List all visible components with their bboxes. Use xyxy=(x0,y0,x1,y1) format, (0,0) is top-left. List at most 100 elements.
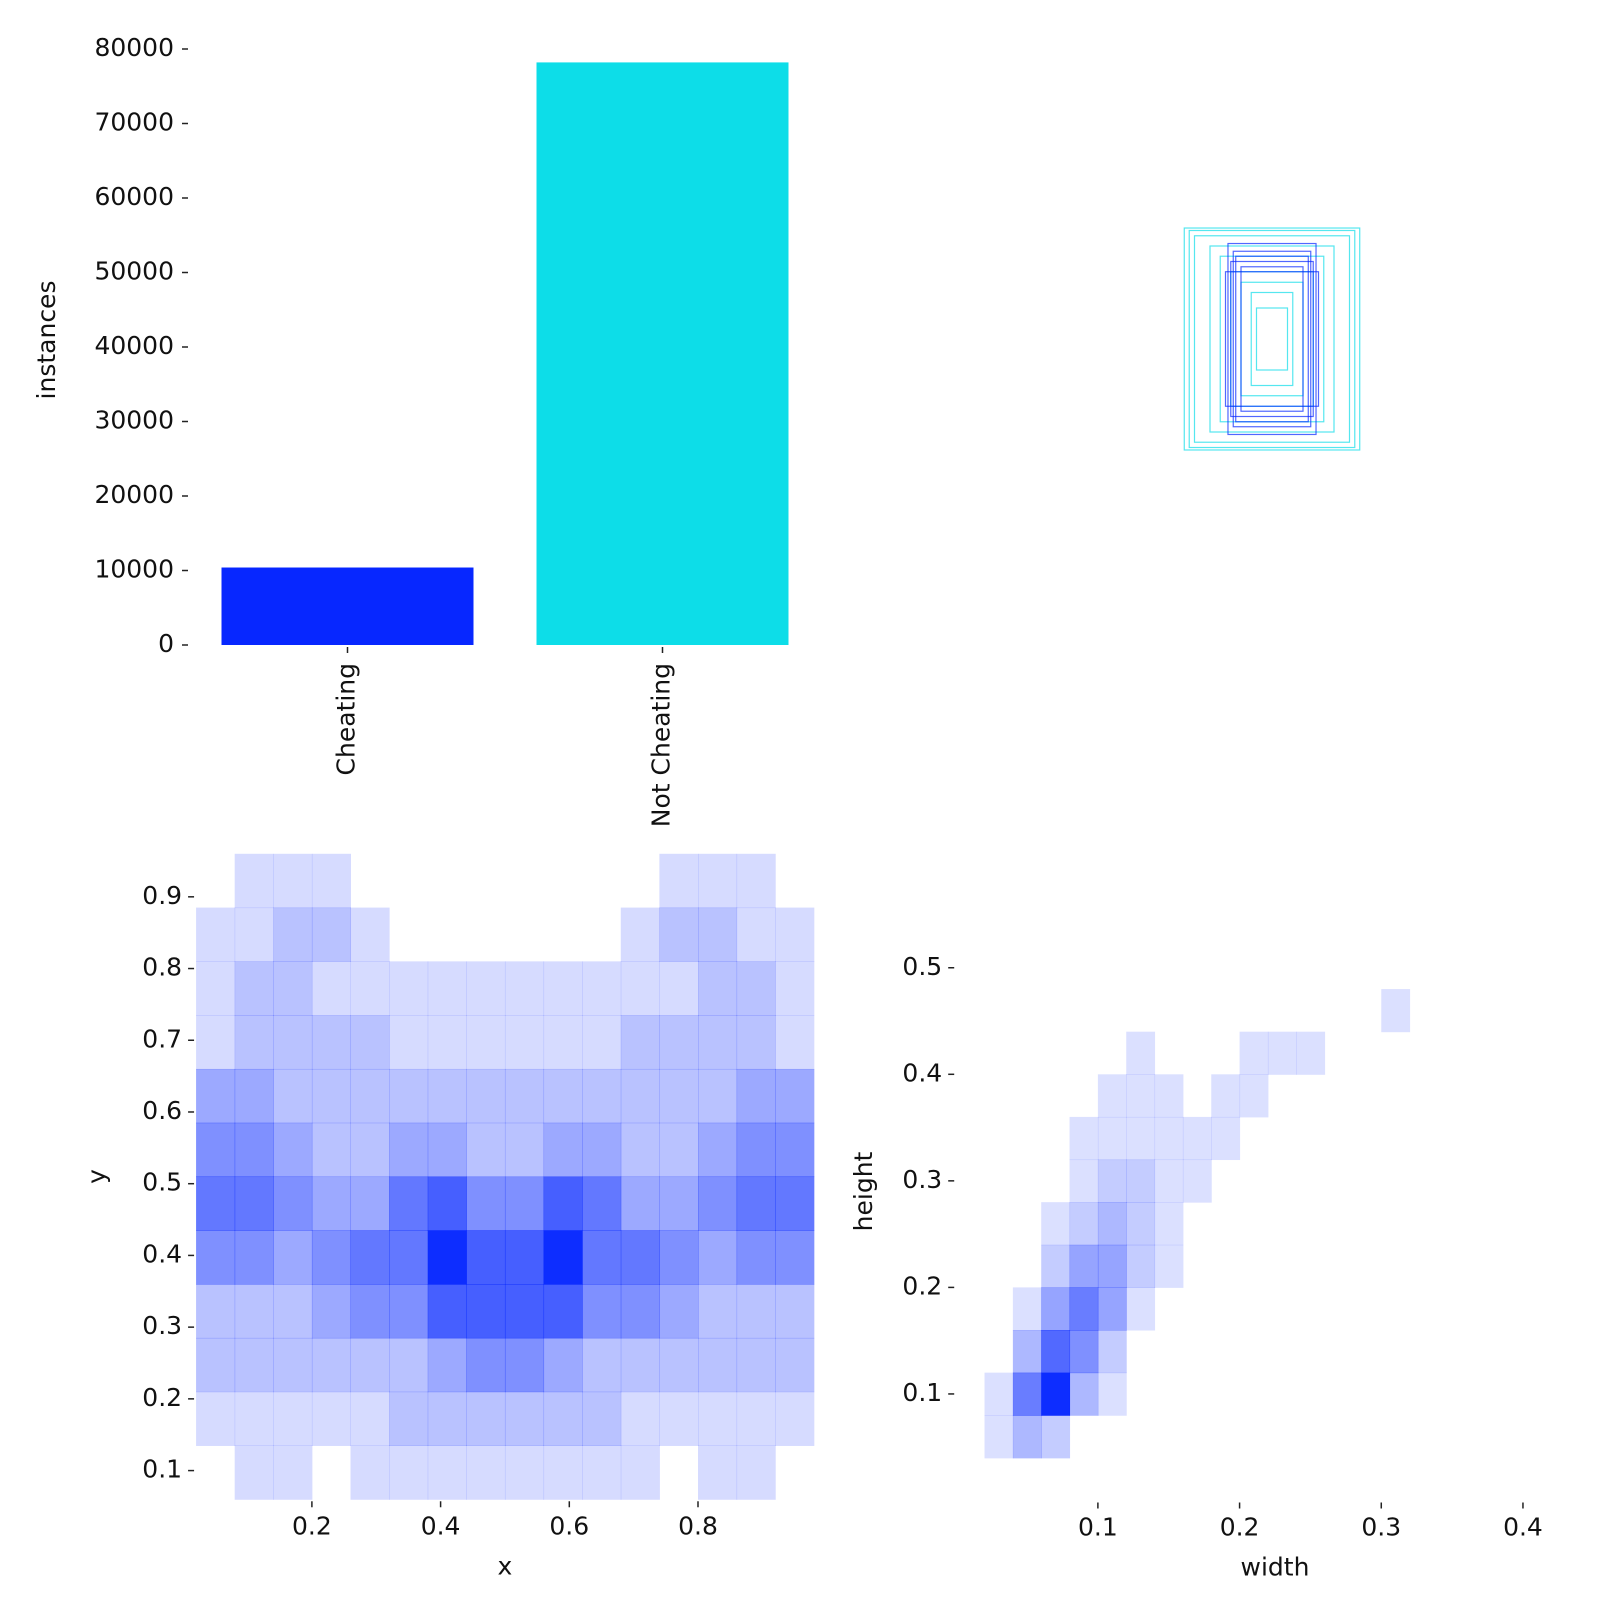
hist-cell xyxy=(582,1284,622,1339)
hist-cell xyxy=(698,1445,738,1500)
y-axis-label: height xyxy=(849,1151,878,1231)
hist-cell xyxy=(311,1337,352,1393)
hist-cell xyxy=(620,1445,660,1500)
hist-cell xyxy=(698,961,738,1016)
hist-cell xyxy=(659,853,699,909)
hist-cell xyxy=(466,1176,506,1231)
hist-cell xyxy=(389,1391,429,1446)
hist-cell xyxy=(1182,1159,1212,1203)
y-tick-label: 0.8 xyxy=(142,953,182,982)
hist-cell xyxy=(620,1391,660,1446)
hist-cell xyxy=(427,1445,467,1500)
y-tick-label: 0.4 xyxy=(902,1058,942,1087)
hist-cell xyxy=(234,1337,274,1393)
hist-cell xyxy=(582,1068,622,1124)
y-tick-label: 40000 xyxy=(94,331,174,360)
hist-cell xyxy=(736,961,776,1016)
hist-cell xyxy=(1296,1031,1326,1075)
hist-cell xyxy=(1012,1415,1042,1459)
hist-cell xyxy=(350,1284,390,1339)
hist-cell xyxy=(350,1337,390,1393)
hist-cell xyxy=(311,1122,352,1178)
hist-cell xyxy=(427,1015,467,1070)
hist-cell xyxy=(504,1284,545,1339)
hist-cell xyxy=(659,1230,699,1285)
hist-cell xyxy=(1041,1287,1071,1331)
hist-cell xyxy=(466,1284,506,1339)
hist-cell xyxy=(389,1445,429,1500)
hist-cell xyxy=(427,1337,467,1393)
hist-cell xyxy=(504,1176,545,1231)
hist-cell xyxy=(350,1176,390,1231)
hist-cell xyxy=(504,1445,545,1500)
label-box xyxy=(1227,242,1317,436)
hist-cell xyxy=(620,1015,660,1070)
y-tick-label: 0.5 xyxy=(902,952,942,981)
hist-cell xyxy=(736,1015,776,1070)
hist-cell xyxy=(504,1068,545,1124)
hist-cell xyxy=(427,1176,467,1231)
hist-cell xyxy=(273,1391,313,1446)
hist-cell xyxy=(1012,1372,1042,1416)
y-tick-label: 10000 xyxy=(94,555,174,584)
hist-cell xyxy=(234,1445,274,1500)
y-tick-label: 0.1 xyxy=(142,1455,182,1484)
hist-cell xyxy=(1041,1372,1071,1416)
x-tick-label: 0.4 xyxy=(1503,1513,1543,1542)
hist-cell xyxy=(1097,1330,1127,1374)
label-box xyxy=(1193,235,1351,443)
hist-cell xyxy=(466,1230,506,1285)
hist-cell xyxy=(234,853,274,909)
hist-cell xyxy=(1126,1202,1156,1246)
hist-cell xyxy=(582,961,622,1016)
bar xyxy=(536,62,789,646)
hist-cell xyxy=(1126,1159,1156,1203)
y-tick-label: 20000 xyxy=(94,480,174,509)
hist-cell xyxy=(350,1015,390,1070)
hist-cell xyxy=(427,1230,467,1285)
hist-cell xyxy=(311,1068,352,1124)
hist-cell xyxy=(1211,1074,1241,1118)
hist-cell xyxy=(698,1337,738,1393)
hist-cell xyxy=(1182,1116,1212,1161)
hist-cell xyxy=(466,1445,506,1500)
hist-cell xyxy=(775,1068,815,1124)
y-tick-label: 50000 xyxy=(94,257,174,286)
hist-cell xyxy=(659,1122,699,1178)
hist-cell xyxy=(1097,1116,1127,1161)
hist-cell xyxy=(504,1391,545,1446)
y-axis-label: y xyxy=(82,1169,111,1184)
hist-cell xyxy=(427,1284,467,1339)
hist-cell xyxy=(196,1122,236,1178)
hist-cell xyxy=(775,1284,815,1339)
hist-cell xyxy=(1097,1372,1127,1416)
x-tick-label: 0.4 xyxy=(421,1511,461,1540)
x-tick-label: 0.1 xyxy=(1078,1513,1118,1542)
hist-cell xyxy=(582,1015,622,1070)
hist-cell xyxy=(273,1068,313,1124)
hist-cell xyxy=(582,1176,622,1231)
hist-cell xyxy=(659,961,699,1016)
hist-cell xyxy=(698,907,738,962)
hist-cell xyxy=(1239,1031,1269,1075)
label-box xyxy=(1183,227,1361,451)
hist-cell xyxy=(389,1068,429,1124)
hist-cell xyxy=(504,1122,545,1178)
hist-cell xyxy=(698,1122,738,1178)
hist-cell xyxy=(1069,1202,1099,1246)
y-axis-label: instances xyxy=(32,281,61,400)
hist-cell xyxy=(543,1068,583,1124)
hist-cell xyxy=(234,1284,274,1339)
hist-cell xyxy=(775,1391,815,1446)
hist-cell xyxy=(504,1015,545,1070)
hist-cell xyxy=(698,1015,738,1070)
hist-cell xyxy=(775,961,815,1016)
label-box xyxy=(1209,245,1335,433)
hist-cell xyxy=(775,1176,815,1231)
hist-cell xyxy=(1069,1372,1099,1416)
x-tick-label: 0.8 xyxy=(678,1511,718,1540)
hist-cell xyxy=(1041,1244,1071,1288)
y-tick-label: 0.2 xyxy=(902,1271,942,1300)
hist-cell xyxy=(620,1068,660,1124)
y-tick-label: 0.3 xyxy=(142,1311,182,1340)
